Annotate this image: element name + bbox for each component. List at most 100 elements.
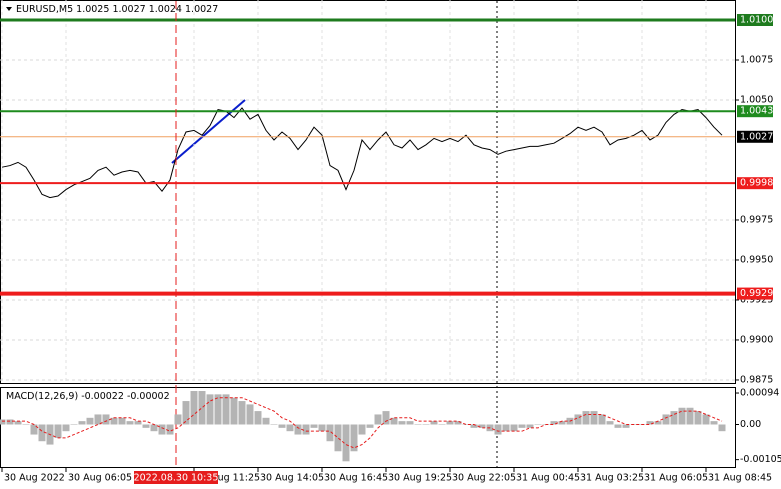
macd-bar xyxy=(334,424,342,452)
macd-bar xyxy=(374,414,382,425)
macd-bar xyxy=(462,424,470,425)
macd-bar xyxy=(214,394,222,425)
macd-bar xyxy=(166,424,174,435)
macd-bar xyxy=(430,421,438,425)
high-price: 1.0027 xyxy=(112,4,145,15)
open-price: 1.0025 xyxy=(76,4,109,15)
macd-bar xyxy=(62,424,70,432)
macd-bar xyxy=(134,421,142,425)
macd-bar xyxy=(470,424,478,428)
macd-bar xyxy=(390,417,398,425)
macd-bar xyxy=(654,421,662,425)
macd-bar xyxy=(206,394,214,425)
macd-bar xyxy=(174,414,182,425)
macd-bar xyxy=(70,424,78,425)
macd-header: MACD(12,26,9) -0.00022 -0.00002 xyxy=(6,391,170,402)
macd-bar xyxy=(190,391,198,425)
macd-bar xyxy=(110,417,118,425)
x-tick-label: 31 Aug 06:05 xyxy=(644,473,708,484)
level-label-box xyxy=(737,177,773,190)
macd-bar xyxy=(198,391,206,425)
indicator-name: MACD(12,26,9) xyxy=(6,391,78,402)
macd-bar xyxy=(342,424,350,462)
macd-bar xyxy=(318,424,326,432)
y-tick-label: 0.9925 xyxy=(740,294,773,305)
price-line xyxy=(1,107,723,199)
x-tick-label: 30 Aug 16:45 xyxy=(324,473,388,484)
x-tick-label: 31 Aug 03:25 xyxy=(580,473,644,484)
macd-bar xyxy=(286,424,294,432)
low-price: 1.0024 xyxy=(149,4,182,15)
marker-label: 2022.08.30 10:35 xyxy=(134,473,219,484)
macd-bar xyxy=(582,411,590,425)
main-header: EURUSD,M5 1.0025 1.0027 1.0024 1.0027 xyxy=(16,4,218,15)
macd-bar xyxy=(86,417,94,425)
macd-bar xyxy=(438,424,446,425)
macd-bar xyxy=(718,424,726,432)
macd-bar xyxy=(478,424,486,428)
x-tick-label: 30 Aug 14:05 xyxy=(260,473,324,484)
macd-bar xyxy=(350,424,358,452)
macd-bar xyxy=(606,421,614,425)
macd-bar xyxy=(526,424,534,428)
macd-bar xyxy=(414,424,422,425)
x-tick-label: 30 Aug 2022 xyxy=(4,473,65,484)
macd-bar xyxy=(662,414,670,425)
macd-bar xyxy=(382,411,390,425)
x-tick-label: 30 Aug 11:25 xyxy=(196,473,260,484)
macd-bar xyxy=(38,424,46,442)
level-label-box xyxy=(737,105,773,118)
macd-value: -0.00022 xyxy=(81,391,124,402)
macd-bar xyxy=(494,424,502,435)
y-tick-label: 1.0050 xyxy=(740,94,773,105)
macd-bar xyxy=(278,424,286,428)
macd-bar xyxy=(118,417,126,425)
macd-bar xyxy=(254,411,262,425)
macd-bar xyxy=(78,421,86,425)
macd-bar xyxy=(590,411,598,425)
macd-bar xyxy=(182,401,190,425)
level-label-box xyxy=(737,130,773,143)
macd-bar xyxy=(510,424,518,432)
macd-bar xyxy=(446,421,454,425)
macd-bar xyxy=(326,424,334,442)
macd-bar xyxy=(150,424,158,432)
symbol-menu-icon[interactable] xyxy=(6,7,12,11)
level-label: 1.0043 xyxy=(740,106,773,117)
macd-bar xyxy=(670,411,678,425)
macd-bar xyxy=(94,414,102,425)
x-tick-label: 30 Aug 06:05 xyxy=(68,473,132,484)
macd-panel-frame xyxy=(0,387,736,468)
level-label-box xyxy=(737,13,773,26)
macd-bar xyxy=(614,424,622,428)
macd-bar xyxy=(406,421,414,425)
y-tick-label: 0.9950 xyxy=(740,254,773,265)
level-label: 1.0100 xyxy=(740,14,773,25)
macd-bar xyxy=(0,419,6,425)
macd-bar xyxy=(262,417,270,425)
macd-bar xyxy=(534,424,542,425)
macd-bar xyxy=(694,411,702,425)
macd-bar xyxy=(222,394,230,425)
macd-bar xyxy=(310,424,318,428)
macd-bar xyxy=(502,424,510,432)
macd-bar xyxy=(622,424,630,428)
macd-bar xyxy=(646,421,654,425)
macd-bar xyxy=(30,424,38,435)
macd-bar xyxy=(142,424,150,428)
y-tick-label: 1.0075 xyxy=(740,54,773,65)
macd-bar xyxy=(366,424,374,428)
close-price: 1.0027 xyxy=(185,4,218,15)
y-tick-label: 0.9900 xyxy=(740,334,773,345)
macd-bar xyxy=(550,421,558,425)
level-label: 0.9998 xyxy=(740,178,773,189)
y-tick-label: 0.9875 xyxy=(740,374,773,385)
macd-bar xyxy=(6,419,14,425)
macd-bar xyxy=(358,424,366,435)
macd-bar xyxy=(686,407,694,425)
macd-bar xyxy=(454,421,462,425)
level-label: 0.9929 xyxy=(740,288,773,299)
